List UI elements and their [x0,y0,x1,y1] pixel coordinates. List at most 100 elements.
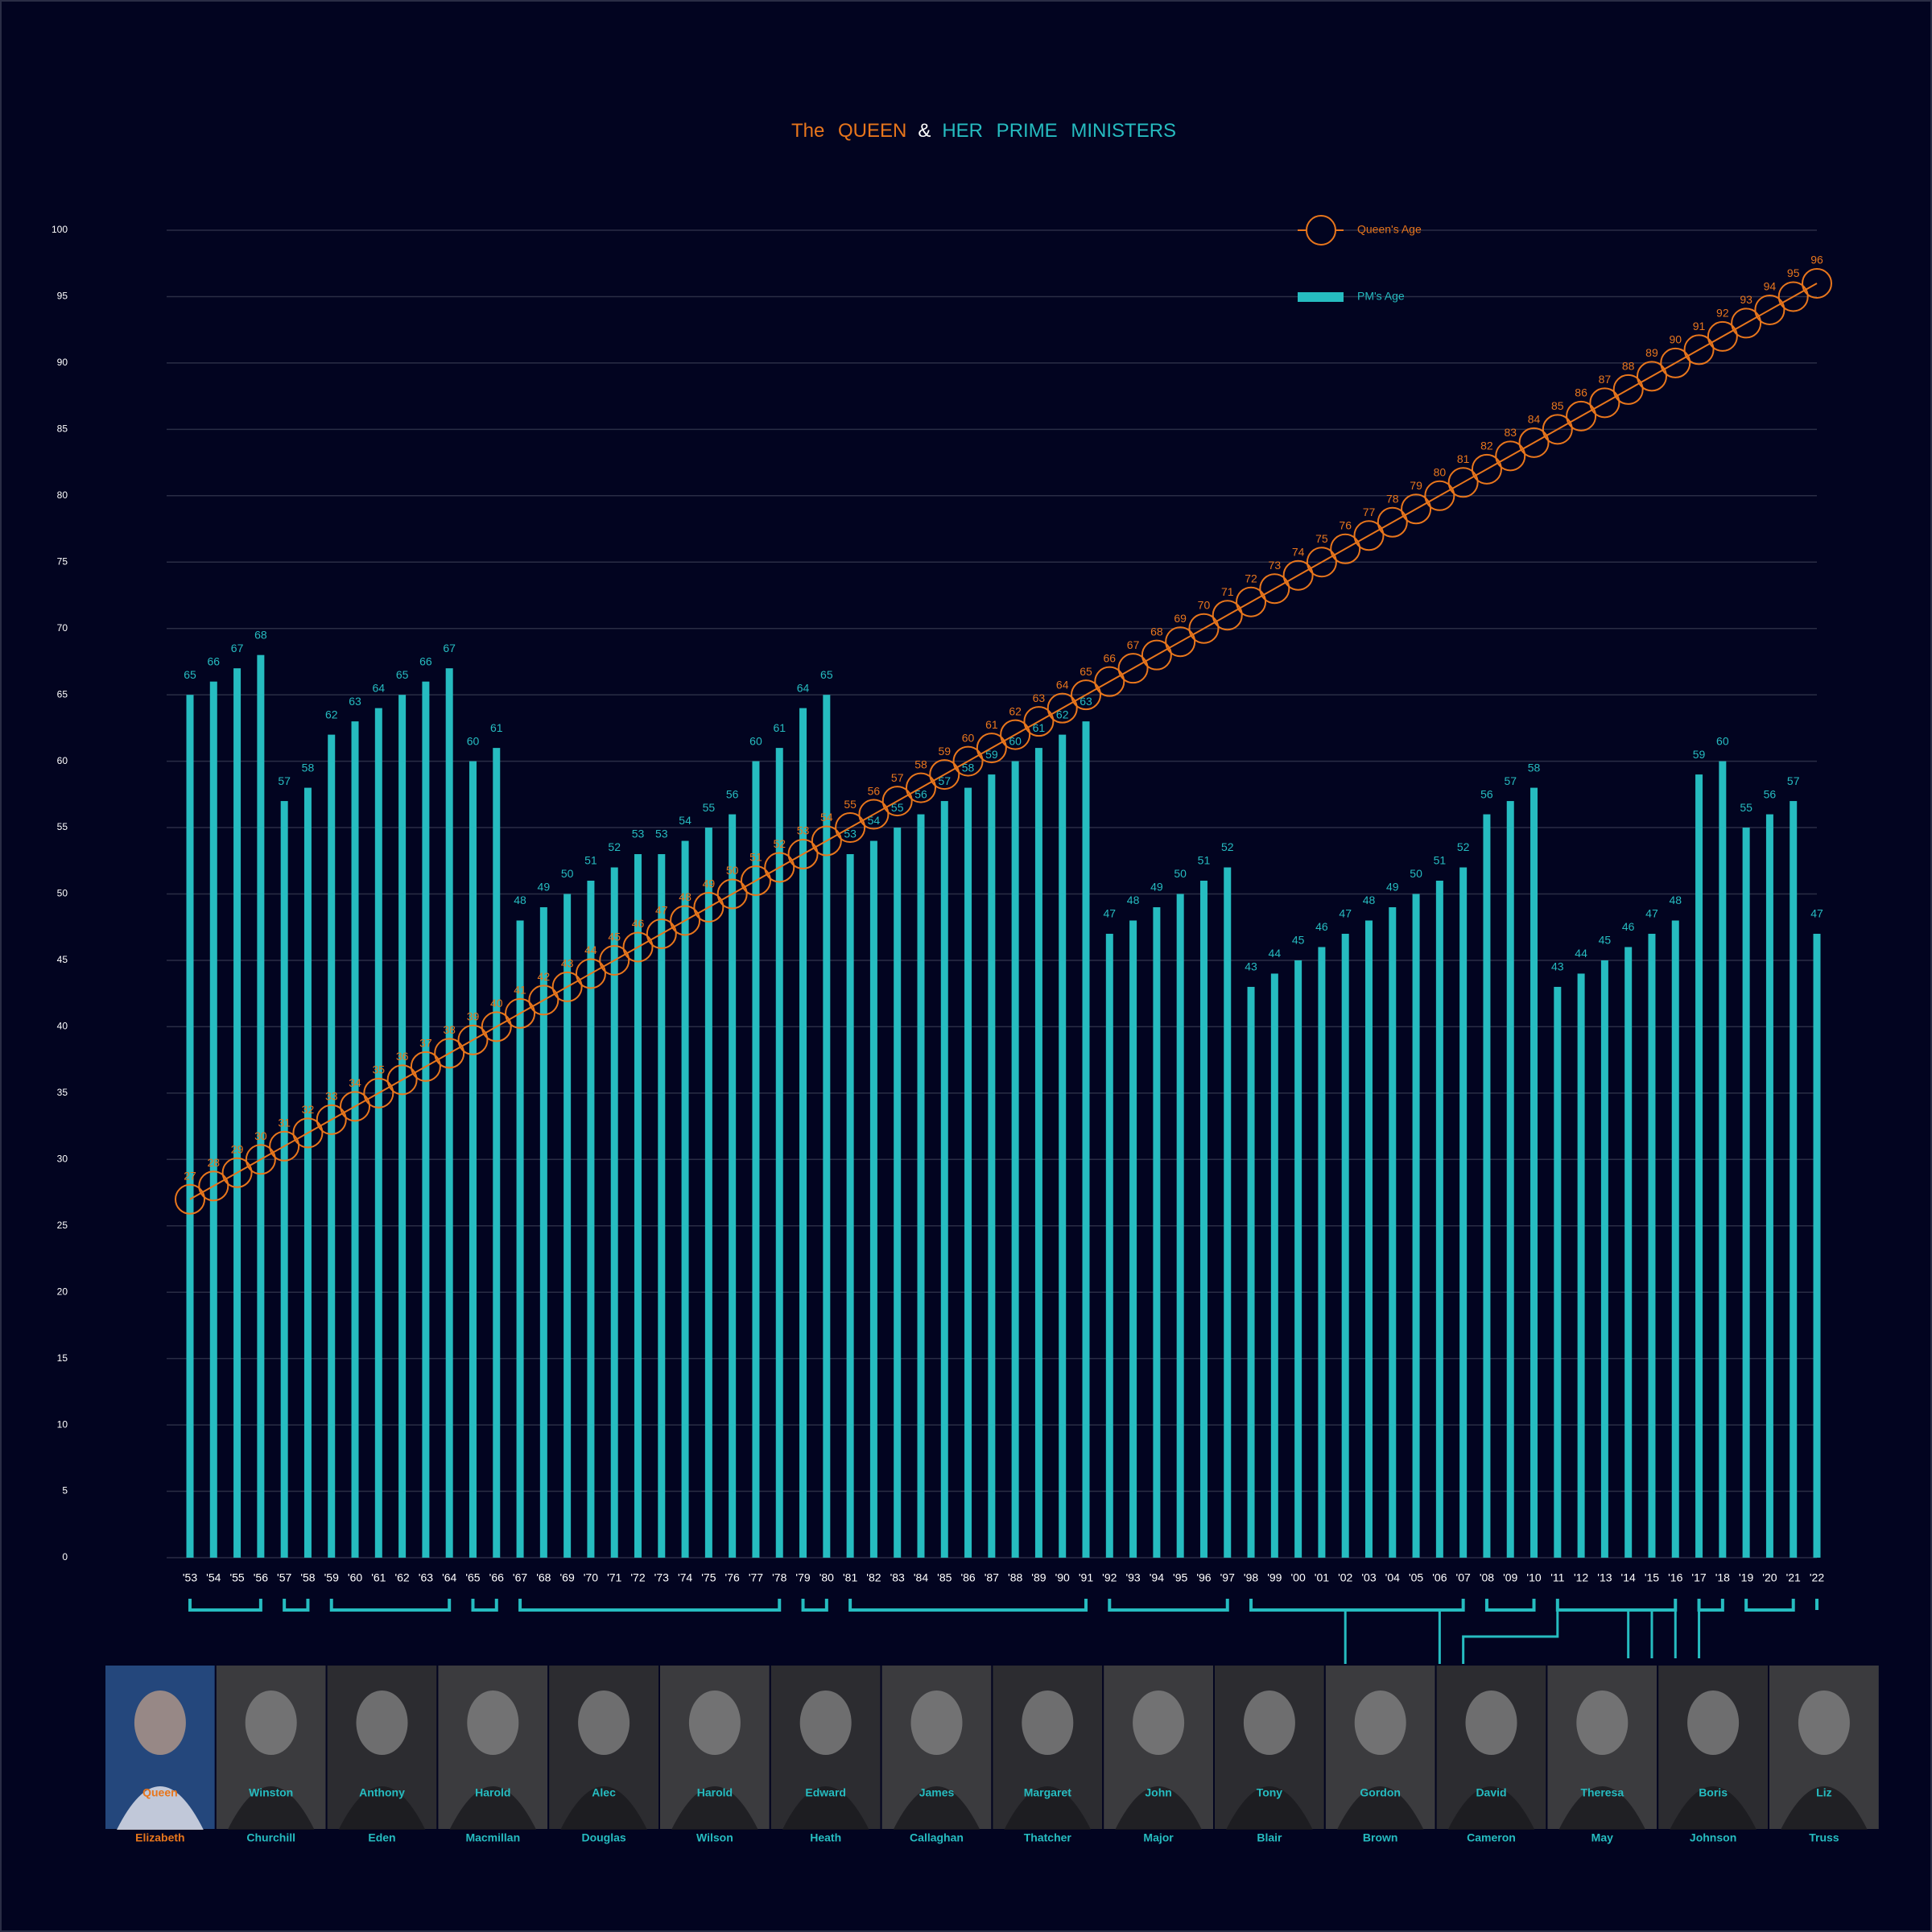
y-tick-label: 35 [57,1087,68,1098]
bar-value-label: 60 [1716,734,1729,747]
point [175,1183,205,1215]
bar [1459,867,1468,1558]
point-value-label: 56 [868,784,881,797]
x-tick-label: '14 [1621,1571,1636,1584]
bar [1247,986,1255,1558]
bar [564,894,572,1558]
bar [1389,906,1397,1558]
person-last-name: Johnson [1690,1831,1736,1844]
bar-value-label: 58 [962,761,975,774]
bar [1153,906,1161,1558]
point [340,1091,371,1122]
bar [704,828,712,1558]
x-tick-label: '61 [371,1571,386,1584]
point-value-label: 70 [1198,598,1211,611]
bar-value-label: 44 [1575,947,1587,960]
x-tick-label: '53 [183,1571,197,1584]
bar [587,881,595,1558]
bar-value-label: 63 [1080,695,1092,708]
bar-value-label: 49 [538,881,551,894]
bar-value-label: 49 [1386,881,1399,894]
photo-body [782,1786,869,1830]
x-tick-label: '64 [442,1571,456,1584]
bar [1082,721,1090,1558]
y-tick-label: 95 [57,291,68,302]
photo-body [1336,1786,1424,1830]
point-value-label: 60 [962,731,975,744]
bar [539,906,547,1558]
point [221,1157,253,1188]
bar [1530,787,1538,1558]
point-value-label: 64 [1056,678,1069,691]
point [1754,294,1785,325]
x-tick-label: '56 [254,1571,268,1584]
bar [1790,801,1798,1558]
point [386,1064,418,1096]
bar [917,814,925,1558]
x-tick-label: '91 [1079,1571,1093,1584]
photo-body [1226,1786,1313,1830]
x-tick-label: '01 [1315,1571,1329,1584]
x-tick-label: '87 [985,1571,999,1584]
point [551,971,583,1002]
point-value-label: 69 [1174,612,1187,625]
person-last-name: Cameron [1467,1831,1516,1844]
bar-value-label: 49 [1150,881,1163,894]
bar [799,708,807,1558]
point [1542,414,1573,445]
point [316,1104,347,1135]
point-value-label: 37 [419,1037,432,1050]
y-tick-label: 25 [57,1220,68,1231]
x-tick-label: '73 [654,1571,669,1584]
photo-body [117,1786,204,1830]
person-first-name: Anthony [359,1786,405,1799]
bar-value-label: 52 [608,840,621,853]
x-tick-label: '68 [536,1571,551,1584]
point-value-label: 62 [1009,704,1022,717]
x-tick-label: '18 [1715,1571,1730,1584]
photo-face [1687,1690,1740,1755]
point-value-label: 91 [1693,320,1706,332]
photo-body [1670,1786,1757,1830]
point-value-label: 29 [231,1142,244,1155]
photo-face [1465,1690,1517,1755]
bar [846,854,854,1558]
x-tick-label: '04 [1385,1571,1400,1584]
bar [610,867,618,1558]
bar-value-label: 57 [938,774,951,787]
point-value-label: 48 [679,890,691,903]
bar [1364,920,1373,1558]
point-value-label: 38 [443,1023,456,1036]
photo-body [227,1786,315,1830]
photo-face [1354,1690,1406,1755]
x-tick-label: '13 [1597,1571,1612,1584]
bar [209,681,217,1558]
person-last-name: Douglas [581,1831,625,1844]
person-last-name: Callaghan [910,1831,964,1844]
bar [1034,748,1042,1558]
person-last-name: Brown [1363,1831,1398,1844]
point [1377,506,1408,538]
photo-face [1798,1690,1850,1755]
point [976,733,1007,764]
bar [1294,960,1302,1558]
point-value-label: 81 [1457,452,1470,465]
bar-value-label: 43 [1245,960,1257,973]
point [1071,679,1102,711]
bar-value-label: 64 [373,681,386,694]
x-tick-label: '80 [819,1571,834,1584]
person-first-name: Harold [697,1786,733,1799]
x-tick-label: '03 [1361,1571,1376,1584]
point-value-label: 32 [302,1103,315,1116]
point-value-label: 65 [1080,665,1092,678]
x-tick-label: '79 [795,1571,810,1584]
bar-value-label: 48 [1669,894,1682,906]
chart-title: The QUEEN & HER PRIME MINISTERS [791,120,1176,142]
x-tick-label: '54 [206,1571,221,1584]
photo-body [893,1786,980,1830]
bar [1176,894,1184,1558]
point [1660,347,1691,378]
x-tick-label: '07 [1456,1571,1471,1584]
bar-value-label: 51 [1434,854,1447,867]
x-tick-label: '72 [630,1571,645,1584]
